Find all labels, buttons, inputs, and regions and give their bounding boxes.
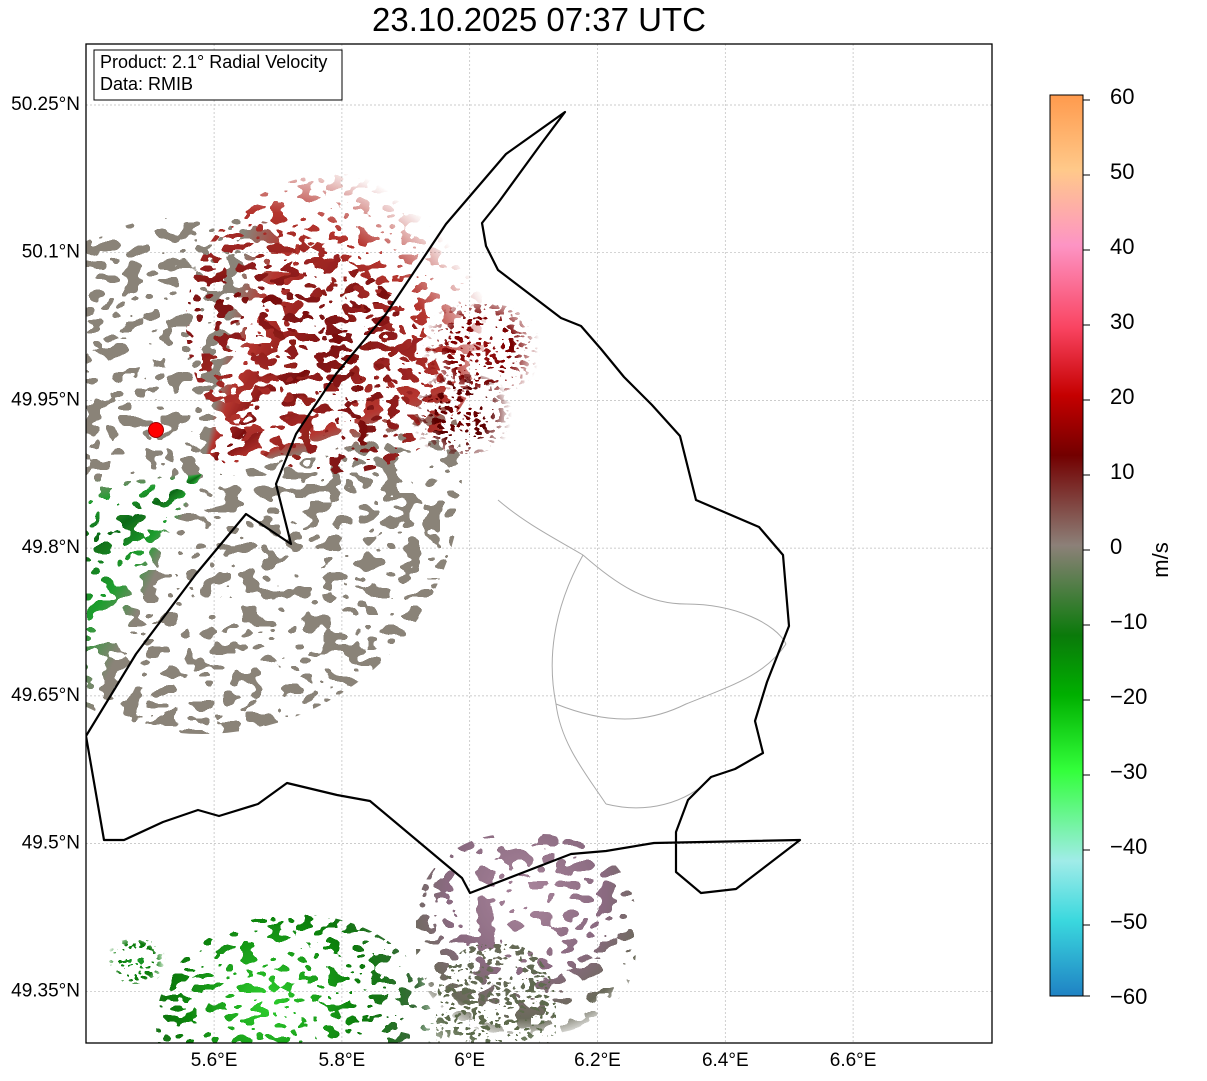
svg-text:20: 20	[1110, 384, 1134, 409]
svg-text:40: 40	[1110, 234, 1134, 259]
svg-text:−60: −60	[1110, 984, 1147, 1009]
svg-text:50.1°N: 50.1°N	[22, 242, 80, 263]
svg-text:−20: −20	[1110, 684, 1147, 709]
svg-text:−40: −40	[1110, 834, 1147, 859]
svg-text:60: 60	[1110, 84, 1134, 109]
svg-text:49.5°N: 49.5°N	[22, 833, 80, 854]
svg-text:6°E: 6°E	[454, 1050, 485, 1071]
svg-text:0: 0	[1110, 534, 1122, 559]
svg-text:6.2°E: 6.2°E	[574, 1050, 621, 1071]
svg-text:49.65°N: 49.65°N	[11, 685, 80, 706]
svg-text:m/s: m/s	[1148, 542, 1173, 577]
svg-text:5.6°E: 5.6°E	[191, 1050, 238, 1071]
svg-text:49.8°N: 49.8°N	[22, 537, 80, 558]
svg-text:50.25°N: 50.25°N	[11, 94, 80, 115]
svg-text:30: 30	[1110, 309, 1134, 334]
svg-text:6.6°E: 6.6°E	[830, 1050, 877, 1071]
svg-text:50: 50	[1110, 159, 1134, 184]
svg-text:49.35°N: 49.35°N	[11, 980, 80, 1001]
svg-text:49.95°N: 49.95°N	[11, 389, 80, 410]
svg-text:Data: RMIB: Data: RMIB	[100, 74, 193, 94]
svg-text:−30: −30	[1110, 759, 1147, 784]
svg-text:5.8°E: 5.8°E	[319, 1050, 366, 1071]
svg-text:−50: −50	[1110, 909, 1147, 934]
svg-text:10: 10	[1110, 459, 1134, 484]
svg-text:−10: −10	[1110, 609, 1147, 634]
svg-text:Product: 2.1° Radial Velocity: Product: 2.1° Radial Velocity	[100, 52, 327, 72]
svg-text:6.4°E: 6.4°E	[702, 1050, 749, 1071]
